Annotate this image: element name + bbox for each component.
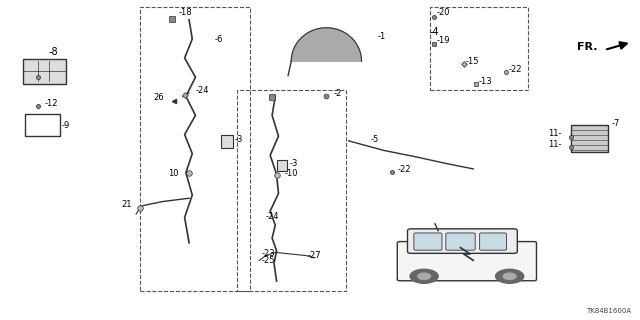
FancyBboxPatch shape (446, 233, 475, 250)
Polygon shape (291, 28, 362, 61)
Text: -7: -7 (611, 119, 620, 128)
Text: -8: -8 (49, 47, 58, 58)
Circle shape (410, 269, 438, 283)
Text: -19: -19 (436, 36, 450, 45)
Text: -27: -27 (307, 251, 321, 260)
Text: -24: -24 (195, 86, 209, 95)
Text: 26: 26 (153, 93, 164, 102)
Text: -22: -22 (508, 65, 522, 74)
Text: FR.: FR. (577, 42, 597, 52)
FancyBboxPatch shape (414, 233, 442, 250)
Circle shape (503, 273, 516, 279)
FancyBboxPatch shape (408, 229, 517, 253)
Text: -23: -23 (261, 249, 275, 258)
Text: -22: -22 (398, 165, 412, 174)
Text: -4: -4 (430, 27, 440, 37)
Text: -5: -5 (371, 135, 380, 144)
Text: -1: -1 (378, 32, 386, 41)
Text: -3: -3 (234, 135, 243, 144)
Bar (25, 115, 60, 136)
Text: 11-: 11- (548, 140, 561, 148)
Bar (276, 160, 287, 171)
Bar (430, 7, 527, 90)
Bar (140, 7, 250, 291)
Bar (237, 90, 346, 291)
Text: 10: 10 (168, 169, 178, 178)
Text: -18: -18 (178, 8, 192, 17)
Text: 21: 21 (121, 200, 132, 209)
Bar (23, 59, 67, 84)
Text: 11-: 11- (548, 129, 561, 139)
FancyBboxPatch shape (397, 242, 536, 281)
FancyBboxPatch shape (479, 233, 506, 250)
Text: -9: -9 (62, 121, 70, 130)
Text: -20: -20 (436, 8, 450, 17)
Text: -25: -25 (261, 256, 275, 265)
Circle shape (418, 273, 431, 279)
Text: -15: -15 (466, 57, 479, 67)
Text: -6: -6 (214, 35, 223, 44)
Circle shape (495, 269, 524, 283)
Text: -13: -13 (478, 77, 492, 86)
Text: TK84B1600A: TK84B1600A (586, 308, 632, 314)
Bar (221, 135, 232, 148)
Text: -10: -10 (285, 169, 298, 178)
Text: -12: -12 (44, 100, 58, 108)
Text: -24: -24 (266, 212, 279, 221)
Text: -3: -3 (289, 159, 298, 168)
Text: -2: -2 (334, 89, 342, 98)
Bar (571, 125, 608, 152)
